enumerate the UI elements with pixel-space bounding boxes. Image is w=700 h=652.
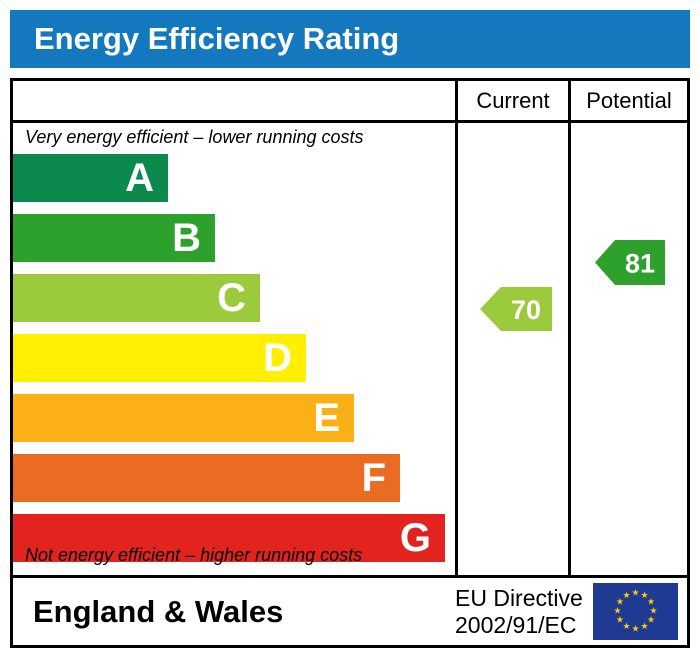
potential-column-divider	[568, 81, 571, 575]
potential-rating-value: 81	[625, 249, 655, 279]
bottom-note: Not energy efficient – higher running co…	[25, 545, 363, 565]
energy-rating-chart: Current Potential Very energy efficient …	[10, 78, 690, 578]
svg-text:★: ★	[647, 598, 655, 608]
svg-text:★: ★	[647, 616, 655, 626]
potential-rating-arrow: 81	[595, 240, 665, 285]
current-column-divider	[455, 81, 458, 575]
svg-text:★: ★	[631, 589, 639, 599]
svg-text:★: ★	[631, 625, 639, 635]
footer-row: England & Wales EU Directive 2002/91/EC …	[10, 575, 690, 648]
svg-text:★: ★	[640, 622, 648, 632]
svg-text:★: ★	[613, 607, 621, 617]
eu-directive-label: EU Directive 2002/91/EC	[455, 585, 583, 639]
band-letter: G	[399, 516, 431, 560]
chart-header-row: Current Potential	[13, 81, 687, 123]
eu-directive-line2: 2002/91/EC	[455, 611, 577, 638]
eu-flag-icon: ★ ★★★★★★★★★★★	[593, 583, 678, 640]
svg-text:★: ★	[622, 591, 630, 601]
band-letter: A	[125, 156, 154, 200]
title-bar: Energy Efficiency Rating	[10, 10, 690, 68]
current-rating-arrow: 70	[480, 287, 552, 331]
potential-column-header: Potential	[586, 87, 672, 113]
band-row: E	[13, 394, 455, 450]
band-bar: A	[13, 154, 168, 202]
band-row: A	[13, 154, 455, 210]
band-row: B	[13, 214, 455, 270]
band-row: D	[13, 334, 455, 390]
page-title: Energy Efficiency Rating	[34, 21, 400, 56]
band-row: C	[13, 274, 455, 330]
svg-text:★: ★	[640, 591, 648, 601]
svg-text:★: ★	[622, 622, 630, 632]
band-bar: G	[13, 514, 445, 562]
band-letter: C	[217, 276, 246, 320]
current-column-header: Current	[476, 87, 550, 113]
top-note: Very energy efficient – lower running co…	[25, 127, 364, 147]
band-row: F	[13, 454, 455, 510]
band-row: G	[13, 514, 455, 570]
band-letter: F	[361, 456, 386, 500]
eu-directive-line1: EU Directive	[455, 584, 583, 611]
svg-text:★: ★	[616, 616, 624, 626]
current-rating-value: 70	[511, 295, 541, 325]
band-bar: D	[13, 334, 306, 382]
band-letter: E	[313, 396, 340, 440]
band-bar: B	[13, 214, 215, 262]
bands-container: A B C D E F G	[13, 150, 455, 570]
region-label: England & Wales	[33, 593, 284, 629]
band-bar: C	[13, 274, 260, 322]
band-letter: B	[172, 216, 201, 260]
band-bar: F	[13, 454, 400, 502]
band-letter: D	[263, 336, 292, 380]
svg-text:★: ★	[649, 607, 657, 617]
svg-text:★: ★	[616, 598, 624, 608]
band-bar: E	[13, 394, 354, 442]
